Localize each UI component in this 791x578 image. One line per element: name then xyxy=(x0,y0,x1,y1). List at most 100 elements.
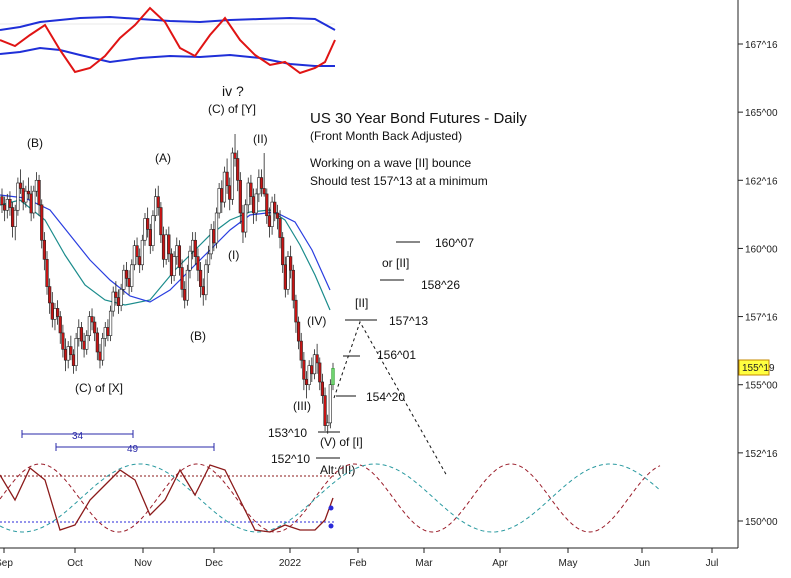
moving-average-fast xyxy=(0,199,331,311)
candle xyxy=(222,166,227,208)
candle xyxy=(299,332,303,369)
candle xyxy=(69,335,73,361)
candle xyxy=(312,349,317,380)
y-tick-label: 160^00 xyxy=(745,244,778,255)
candle xyxy=(291,264,295,309)
target-label: 157^13 xyxy=(389,314,428,328)
candle xyxy=(281,232,285,273)
cycle-wave-teal xyxy=(0,463,661,533)
candle xyxy=(238,172,242,224)
bottom-cycle-panel xyxy=(0,463,661,533)
candle xyxy=(114,281,118,306)
candle xyxy=(124,262,129,287)
cycle-49-label: 49 xyxy=(127,444,139,455)
candle xyxy=(206,245,211,273)
y-tick-label: 152^16 xyxy=(745,449,778,460)
candle xyxy=(275,204,279,230)
candle xyxy=(24,185,28,208)
candle xyxy=(225,158,229,194)
y-tick-label: 165^00 xyxy=(745,108,778,119)
top-band-upper xyxy=(0,15,336,31)
projected-wave-path xyxy=(333,320,448,477)
candle xyxy=(204,259,208,301)
candle xyxy=(42,232,46,271)
y-axis-ticks: 167^16 165^00 162^16 160^00 157^16 155^00 152^… xyxy=(738,40,778,528)
candle xyxy=(119,283,123,312)
target-label: 158^26 xyxy=(421,278,460,292)
y-tick-label: 155^00 xyxy=(745,381,778,392)
candle xyxy=(61,324,65,358)
candle xyxy=(111,286,115,317)
candle xyxy=(159,202,163,243)
candle xyxy=(18,169,23,194)
x-tick-label: Nov xyxy=(134,558,152,569)
candle xyxy=(302,352,306,391)
candle xyxy=(188,245,192,279)
candle xyxy=(0,188,4,213)
candle xyxy=(93,316,97,342)
x-tick-label: Mar xyxy=(415,558,433,569)
candle xyxy=(230,147,234,205)
candle xyxy=(180,259,184,298)
target-label: 153^10 xyxy=(268,426,307,440)
wave-label: [II] xyxy=(355,296,368,310)
candle xyxy=(286,251,290,295)
candle xyxy=(95,327,99,361)
candle xyxy=(196,248,200,282)
target-label: 154^20 xyxy=(366,390,405,404)
svg-text:155^19: 155^19 xyxy=(742,363,775,374)
x-tick-label: Oct xyxy=(67,558,83,569)
wave-label: (A) xyxy=(155,151,171,165)
y-tick-label: 167^16 xyxy=(745,40,778,51)
candle xyxy=(289,245,293,279)
candlestick-series xyxy=(0,133,335,434)
candle xyxy=(315,343,319,374)
chart-title: US 30 Year Bond Futures - Daily xyxy=(310,110,527,127)
candle xyxy=(294,294,298,333)
candle xyxy=(146,207,150,238)
wave-label: (V) of [I] xyxy=(320,435,363,449)
x-tick-label: Apr xyxy=(492,558,508,569)
wave-label: (II) xyxy=(253,132,268,146)
x-tick-label: 2022 xyxy=(279,558,302,569)
x-tick-label: Dec xyxy=(205,558,223,569)
y-tick-label: 162^16 xyxy=(745,176,778,187)
cycle-wave-maroon xyxy=(0,463,661,533)
candle xyxy=(185,264,189,306)
candle xyxy=(244,199,248,238)
candle xyxy=(130,259,134,293)
candle xyxy=(87,311,91,342)
candle xyxy=(48,278,52,314)
candle xyxy=(140,234,144,271)
wave-label: or [II] xyxy=(382,256,409,270)
candle xyxy=(318,357,322,391)
candle xyxy=(262,153,266,197)
candle xyxy=(108,305,113,342)
target-label: 160^07 xyxy=(435,236,474,250)
candle xyxy=(265,188,269,224)
top-oscillator-panel xyxy=(0,6,336,75)
wave-label: (C) of [X] xyxy=(75,381,123,395)
candle xyxy=(307,360,311,391)
chart-note-1: Working on a wave [II] bounce xyxy=(310,156,472,170)
wave-label: iv ? xyxy=(222,83,244,99)
top-oscillator-line xyxy=(0,6,336,75)
wave-label: (IV) xyxy=(307,314,326,328)
moving-average-slow xyxy=(0,194,331,303)
candle xyxy=(236,150,240,192)
wave-label: Alt:(III) xyxy=(320,463,355,477)
candle xyxy=(79,322,84,350)
candle xyxy=(172,251,176,282)
cycle-rulers: 34 49 xyxy=(21,430,215,455)
wave-label: (B) xyxy=(190,329,206,343)
candle xyxy=(85,330,89,355)
candle xyxy=(13,204,17,241)
candle xyxy=(199,262,203,298)
candle xyxy=(122,264,126,295)
candle xyxy=(323,387,327,432)
candle xyxy=(214,207,219,249)
wave-label: (III) xyxy=(293,399,311,413)
candle xyxy=(164,229,168,265)
candle xyxy=(193,232,197,265)
bottom-oscillator-line xyxy=(0,464,334,533)
